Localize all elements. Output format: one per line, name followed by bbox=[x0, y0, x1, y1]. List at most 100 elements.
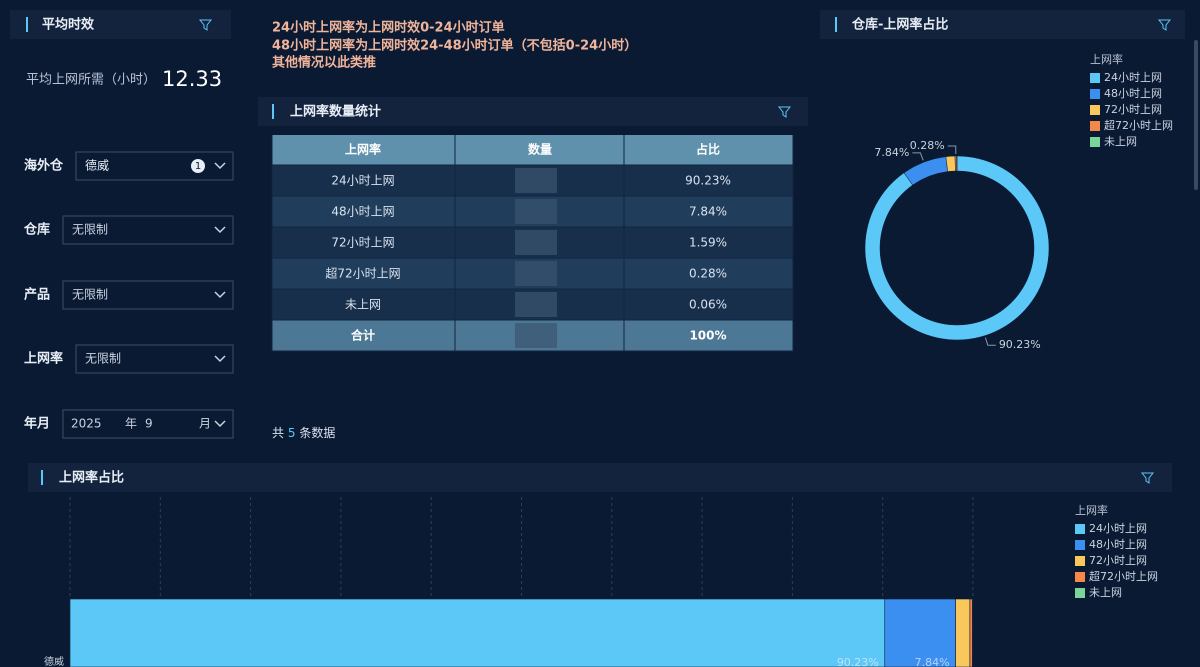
cell: 7.84% bbox=[689, 205, 727, 219]
row-count: 共 5 条数据 bbox=[272, 425, 335, 440]
metric-label: 平均上网所需（小时） bbox=[26, 73, 156, 88]
legend-label[interactable]: 超72小时上网 bbox=[1104, 118, 1173, 132]
count-suffix: 条数据 bbox=[299, 425, 335, 440]
legend-swatch[interactable] bbox=[1075, 540, 1085, 550]
panel-header bbox=[10, 10, 231, 39]
filter-value: 德威 bbox=[85, 158, 109, 173]
legend-label[interactable]: 48小时上网 bbox=[1089, 538, 1147, 551]
filter-select[interactable] bbox=[62, 215, 234, 245]
filter-label: 仓库 bbox=[23, 222, 50, 238]
redacted bbox=[515, 323, 557, 348]
filter-select[interactable] bbox=[75, 344, 234, 374]
y-tick-label: 德威 bbox=[44, 655, 64, 667]
filter-label: 上网率 bbox=[24, 351, 63, 367]
legend-label[interactable]: 未上网 bbox=[1104, 135, 1137, 148]
filter-value: 无限制 bbox=[72, 223, 108, 237]
column-header: 上网率 bbox=[345, 142, 381, 157]
panel-header bbox=[28, 463, 1172, 492]
redacted bbox=[515, 292, 557, 317]
filter-label: 产品 bbox=[24, 287, 50, 303]
filter-icon[interactable] bbox=[198, 19, 213, 31]
header-marker bbox=[41, 470, 43, 485]
filter-icon[interactable] bbox=[1157, 19, 1172, 31]
note: 48小时上网率为上网时效24-48小时订单（不包括0-24小时） bbox=[272, 38, 637, 54]
panel-title: 上网率占比 bbox=[59, 470, 124, 486]
filter-label: 海外仓 bbox=[24, 158, 64, 174]
cell: 90.23% bbox=[685, 174, 731, 188]
legend-swatch[interactable] bbox=[1075, 588, 1085, 598]
cell: 超72小时上网 bbox=[325, 266, 400, 281]
donut-slice[interactable] bbox=[864, 155, 1050, 341]
legend-swatch[interactable] bbox=[1075, 524, 1085, 534]
count-prefix: 共 bbox=[272, 426, 284, 440]
data-label: 90.23% bbox=[837, 656, 879, 667]
table-header bbox=[272, 135, 793, 165]
redacted bbox=[515, 230, 557, 255]
filter-label: 年月 bbox=[24, 416, 50, 432]
leader-line bbox=[984, 337, 996, 346]
legend-swatch[interactable] bbox=[1090, 121, 1100, 131]
legend-swatch[interactable] bbox=[1075, 572, 1085, 582]
legend-label[interactable]: 48小时上网 bbox=[1104, 87, 1162, 100]
data-label: 0.28% bbox=[910, 139, 945, 152]
header-marker bbox=[272, 104, 274, 119]
bar-segment[interactable] bbox=[969, 598, 973, 667]
data-label: 90.23% bbox=[999, 338, 1041, 351]
legend-swatch[interactable] bbox=[1090, 73, 1100, 83]
bar-segment[interactable] bbox=[69, 598, 886, 667]
redacted bbox=[515, 261, 557, 286]
bar-segment[interactable] bbox=[884, 598, 956, 667]
scrollbar[interactable] bbox=[1194, 40, 1198, 190]
legend-swatch[interactable] bbox=[1075, 556, 1085, 566]
donut-slice[interactable] bbox=[945, 155, 956, 172]
panel-title: 上网率数量统计 bbox=[290, 104, 381, 120]
badge-count: 1 bbox=[195, 161, 201, 172]
cell: 100% bbox=[689, 329, 726, 343]
legend-swatch[interactable] bbox=[1090, 105, 1100, 115]
metric-value: 12.33 bbox=[162, 67, 222, 91]
header-marker bbox=[835, 17, 837, 32]
cell: 48小时上网 bbox=[331, 205, 394, 219]
legend-label[interactable]: 24小时上网 bbox=[1089, 522, 1147, 535]
cell: 合计 bbox=[351, 328, 375, 343]
cell: 24小时上网 bbox=[331, 174, 394, 188]
legend-swatch[interactable] bbox=[1090, 137, 1100, 147]
filter-select[interactable] bbox=[75, 151, 234, 181]
badge bbox=[191, 159, 205, 173]
filter-value: 无限制 bbox=[85, 352, 121, 366]
count: 5 bbox=[288, 426, 296, 440]
filter-icon[interactable] bbox=[1140, 472, 1155, 484]
leader-line bbox=[947, 145, 957, 155]
cell: 未上网 bbox=[345, 298, 381, 312]
cell: 0.28% bbox=[689, 267, 727, 281]
month: 9 bbox=[145, 417, 153, 431]
legend-label[interactable]: 72小时上网 bbox=[1089, 554, 1147, 567]
bar-segment[interactable] bbox=[955, 598, 971, 667]
legend-label[interactable]: 未上网 bbox=[1089, 586, 1122, 599]
dropdown-arrow bbox=[214, 162, 226, 170]
panel-header bbox=[258, 97, 808, 126]
legend-label[interactable]: 超72小时上网 bbox=[1089, 569, 1158, 583]
dropdown-arrow bbox=[214, 355, 226, 363]
donut-slice[interactable] bbox=[903, 156, 948, 186]
cell: 0.06% bbox=[689, 298, 727, 312]
legend-label[interactable]: 72小时上网 bbox=[1104, 103, 1162, 116]
panel-title: 平均时效 bbox=[42, 17, 95, 33]
bar-segment[interactable] bbox=[972, 598, 974, 667]
cell: 1.59% bbox=[689, 236, 727, 250]
filter-select[interactable] bbox=[62, 280, 234, 310]
legend-swatch[interactable] bbox=[1090, 89, 1100, 99]
filter-icon[interactable] bbox=[777, 106, 792, 118]
legend-title: 上网率 bbox=[1090, 52, 1123, 66]
note: 其他情况以此类推 bbox=[272, 55, 376, 71]
date-select[interactable] bbox=[62, 409, 234, 439]
column-header: 数量 bbox=[528, 142, 552, 157]
panel-title: 仓库-上网率占比 bbox=[851, 17, 948, 33]
redacted bbox=[515, 168, 557, 193]
month-unit: 月 bbox=[199, 417, 211, 431]
legend-label[interactable]: 24小时上网 bbox=[1104, 71, 1162, 84]
year-unit: 年 bbox=[125, 417, 137, 431]
filter-value: 无限制 bbox=[72, 288, 108, 302]
dropdown-arrow bbox=[214, 226, 226, 234]
